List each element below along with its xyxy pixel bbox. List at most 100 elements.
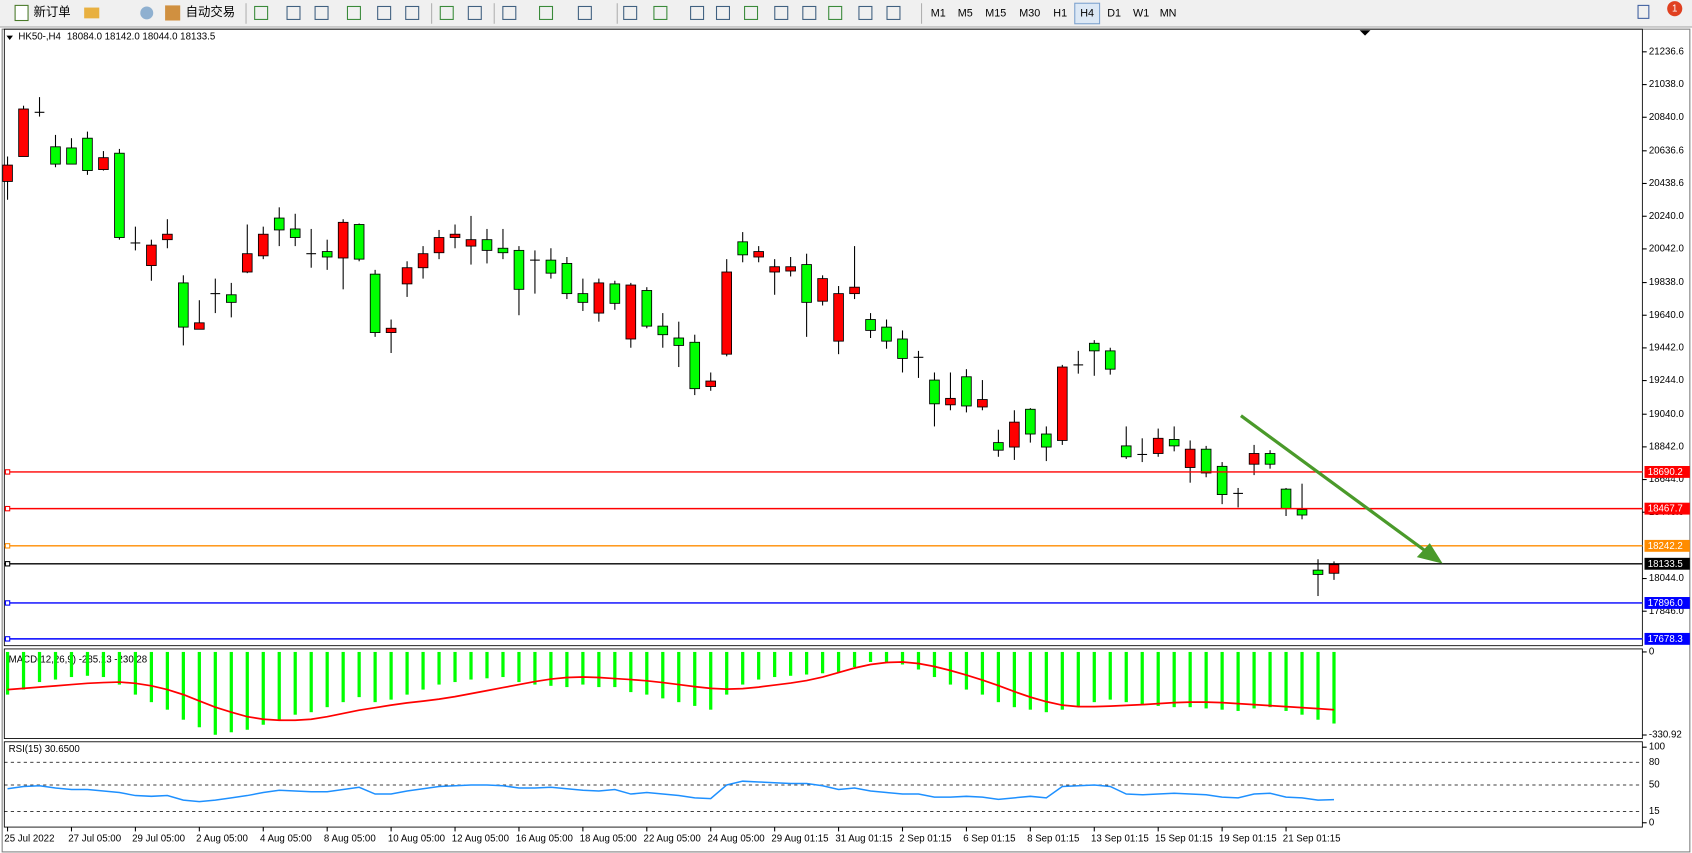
x-tick-label: 29 Jul 05:00 — [132, 834, 185, 845]
toolbar-icon[interactable] — [577, 5, 592, 20]
timeframe-button[interactable]: M15 — [985, 7, 1006, 19]
macd-bar — [1316, 651, 1320, 720]
macd-bar — [229, 651, 233, 733]
notification-count: 1 — [1672, 4, 1677, 15]
toolbar-icon[interactable] — [314, 5, 329, 20]
auto-trading-button[interactable]: 自动交易 — [186, 4, 236, 19]
plot: 21236.6 21038.0 20840.0 20636.6 20438.6 20240… — [2, 28, 1690, 845]
timeframe-button[interactable]: M5 — [958, 7, 973, 19]
macd-bar — [868, 651, 873, 662]
macd-bar — [165, 651, 169, 710]
new-order-icon[interactable] — [14, 4, 29, 22]
macd-bar — [421, 651, 425, 690]
macd-bar — [916, 651, 921, 670]
y-tick-label: 19040.0 — [1649, 409, 1685, 420]
candle-body — [257, 233, 269, 257]
timeframe-button[interactable]: H4 — [1080, 7, 1094, 19]
toolbar-icon[interactable] — [858, 5, 873, 20]
toolbar-icon[interactable] — [377, 5, 392, 20]
candle-body — [641, 290, 653, 327]
macd-bar — [900, 651, 905, 665]
candle-body — [449, 233, 461, 238]
x-tick-label: 24 Aug 05:00 — [707, 834, 765, 845]
y-tick-label: 0 — [1649, 817, 1655, 828]
macd-bar — [597, 651, 601, 688]
y-tick-label: 17846.0 — [1649, 606, 1685, 617]
x-tick-label: 21 Sep 01:15 — [1283, 834, 1341, 845]
y-tick-label: 80 — [1649, 757, 1660, 768]
candle-body — [1168, 439, 1180, 447]
timeframe-button[interactable]: MN — [1160, 7, 1177, 19]
candle-body — [657, 325, 669, 336]
toolbar-icon[interactable] — [886, 5, 901, 20]
new-order-button[interactable]: 新订单 — [33, 4, 70, 19]
timeframe-bar: M1 M5 M15 M30 H1 H4 D1 W1 MN — [931, 2, 1177, 25]
rsi-line — [7, 780, 1335, 803]
toolbar-icon[interactable] — [140, 6, 154, 20]
toolbar-icon[interactable] — [467, 5, 482, 20]
toolbar-icon[interactable] — [84, 7, 100, 19]
chart-symbol: HK50-,H4 — [18, 31, 61, 42]
auto-trading-icon[interactable] — [165, 5, 181, 21]
macd-bar — [661, 651, 665, 699]
candle-body — [1280, 488, 1292, 510]
toolbar-icon[interactable] — [254, 5, 269, 20]
candle-body — [497, 247, 509, 254]
toolbar-icon[interactable] — [690, 5, 705, 20]
level-handle — [4, 469, 11, 475]
y-tick-label: 21236.6 — [1649, 46, 1684, 57]
candle-body — [98, 157, 109, 170]
macd-bar — [437, 651, 441, 685]
toolbar-icon[interactable] — [744, 5, 759, 20]
toolbar-icon[interactable] — [405, 5, 420, 20]
toolbar-icon[interactable] — [439, 5, 454, 20]
macd-bar — [261, 651, 265, 725]
macd-bar — [69, 651, 74, 678]
candle-body — [1184, 448, 1196, 468]
level-handle — [4, 561, 11, 567]
signal-line — [7, 661, 1335, 722]
level-tag — [1644, 597, 1690, 609]
toolbar-icon[interactable] — [539, 5, 554, 20]
macd-bar — [980, 651, 985, 695]
candle-body — [481, 239, 493, 251]
x-tick-label: 25 Jul 2022 — [4, 834, 54, 845]
candle-body — [929, 379, 940, 405]
macd-bar — [581, 651, 585, 685]
timeframe-button[interactable]: W1 — [1133, 7, 1149, 19]
toolbar-icon[interactable] — [828, 5, 843, 20]
toolbar-icon[interactable] — [802, 5, 817, 20]
toolbar-icon[interactable] — [286, 5, 301, 20]
toolbar-icon[interactable] — [623, 5, 638, 20]
candle-body — [433, 237, 445, 254]
toolbar-icon[interactable] — [346, 5, 361, 20]
candle-body — [1088, 342, 1100, 352]
timeframe-button[interactable]: M1 — [931, 7, 946, 19]
timeframe-button[interactable]: M30 — [1019, 7, 1040, 19]
macd-bar — [1028, 651, 1032, 710]
candle-body — [321, 251, 333, 258]
toolbar-icon[interactable] — [715, 5, 730, 20]
toolbar-icon[interactable] — [502, 5, 517, 20]
toolbar-icon[interactable] — [653, 5, 668, 20]
candle-body — [705, 380, 717, 387]
candle-body — [1025, 408, 1036, 435]
macd-bar — [1220, 651, 1224, 710]
search-icon[interactable] — [1637, 4, 1650, 19]
y-tick-label: 19442.0 — [1649, 342, 1685, 353]
x-tick-label: 10 Aug 05:00 — [388, 834, 446, 845]
timeframe-button[interactable]: H1 — [1053, 7, 1067, 19]
notification-badge[interactable] — [1667, 1, 1683, 17]
y-tick-label: -330.92 — [1649, 730, 1682, 741]
level-handle — [4, 543, 11, 549]
macd-bar — [501, 651, 505, 678]
candle-body — [1296, 509, 1308, 516]
macd-bar — [485, 651, 489, 679]
macd-bar — [1188, 651, 1192, 708]
toolbar-icon[interactable] — [774, 5, 789, 20]
timeframe-button[interactable]: D1 — [1107, 7, 1121, 19]
level-label: 18133.5 — [1648, 559, 1683, 570]
y-tick-label: 20240.0 — [1649, 211, 1685, 222]
macd-bar — [948, 651, 953, 685]
